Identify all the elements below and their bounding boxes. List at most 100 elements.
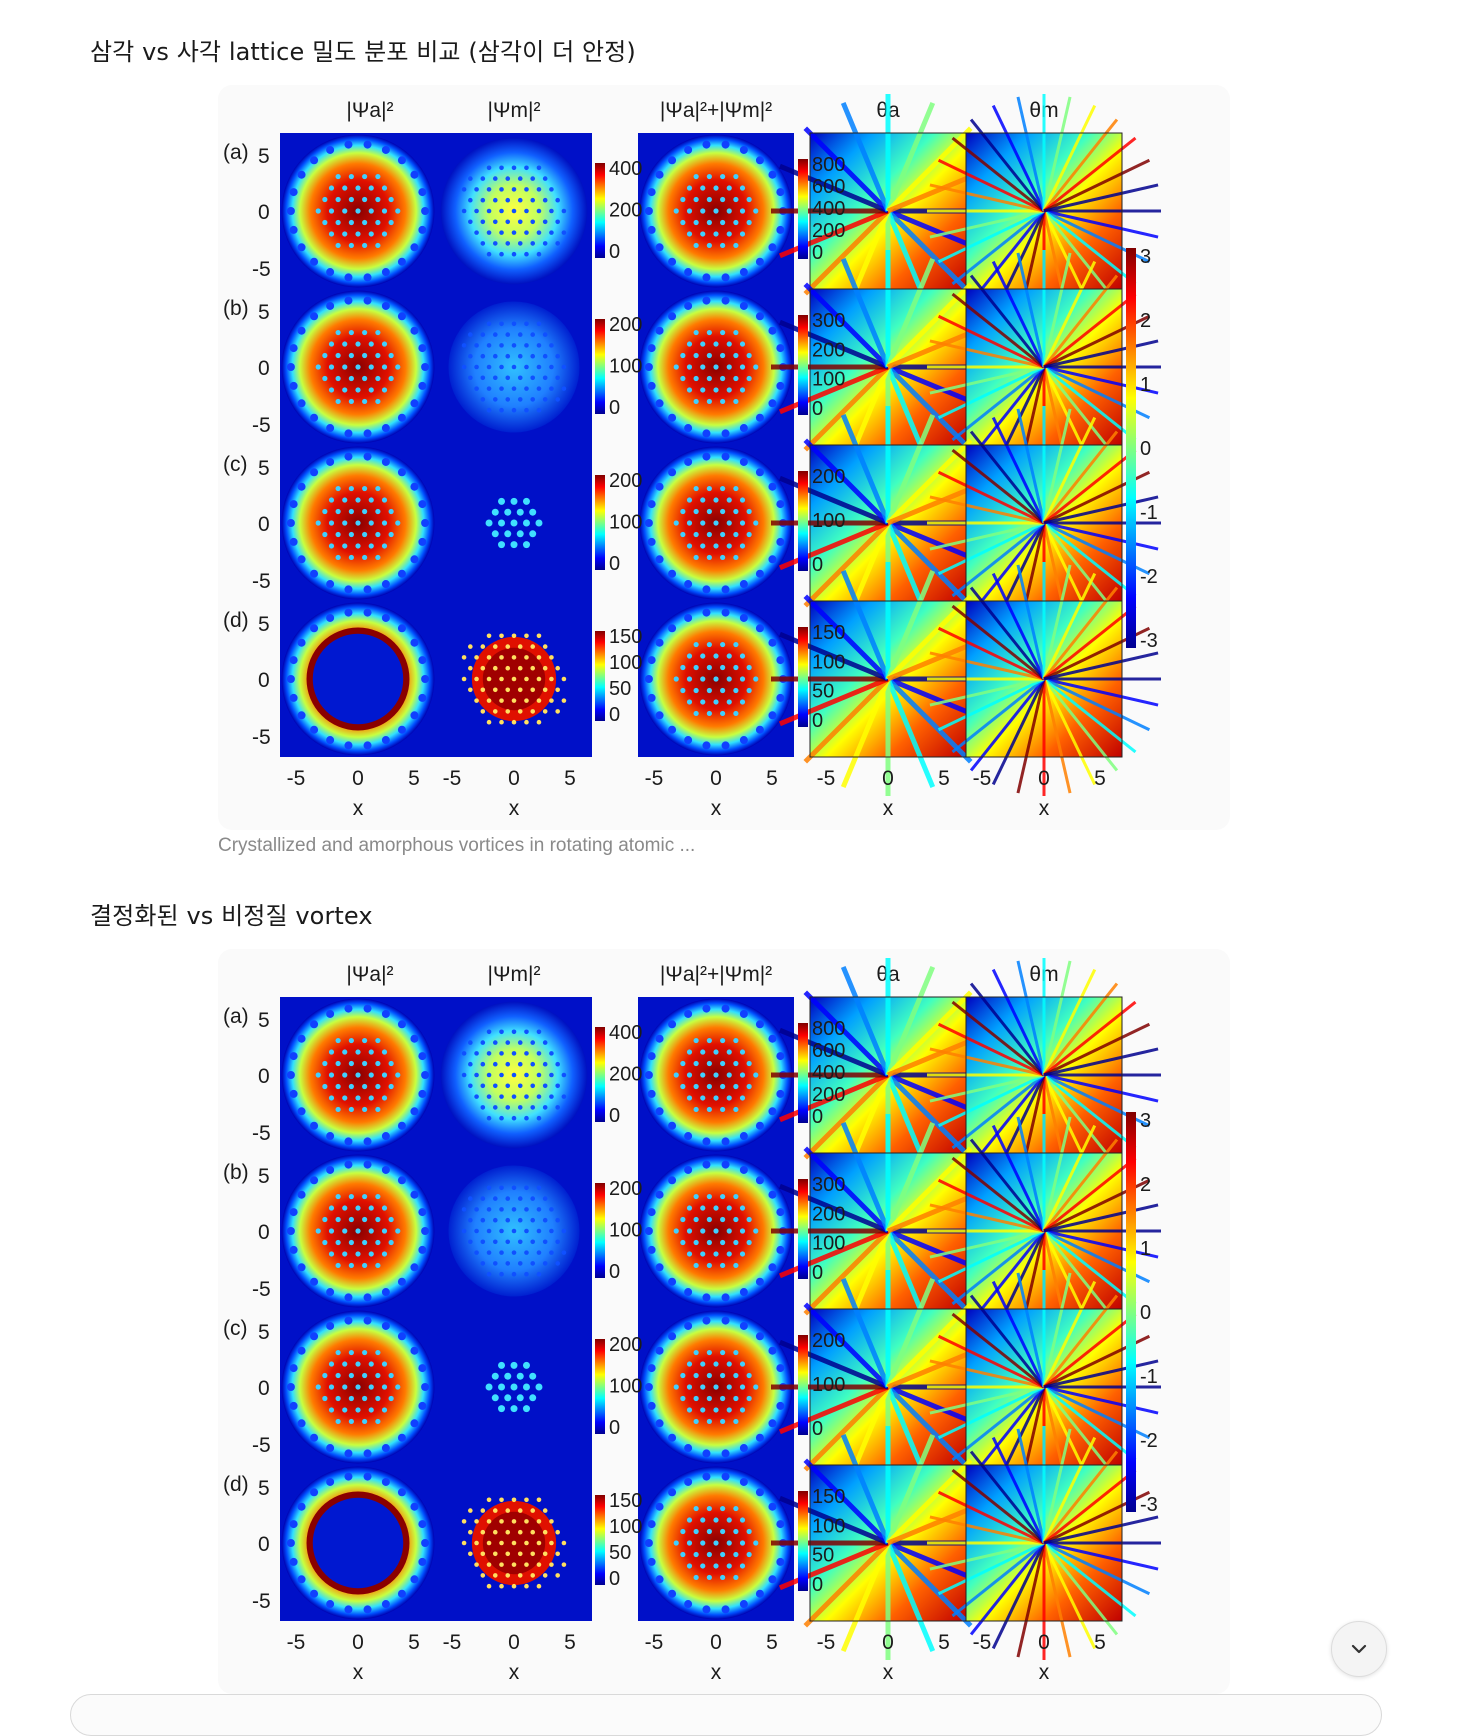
phase-tick: 1 bbox=[1140, 374, 1151, 396]
psi-m-tick: 0 bbox=[609, 704, 620, 726]
phase-tick: 3 bbox=[1140, 1110, 1151, 1132]
psi-m-colorbar bbox=[595, 631, 605, 721]
sum-tick: 800 bbox=[812, 1018, 845, 1040]
sum-tick: 300 bbox=[812, 1174, 845, 1196]
figure-card-2[interactable]: |Ψa|²|Ψm|²|Ψa|²+|Ψm|²θaθm(a)50-540020008… bbox=[218, 949, 1230, 1694]
x-axis-label: x bbox=[1039, 1661, 1050, 1684]
x-axis-label: x bbox=[1039, 797, 1050, 820]
x-tick: 0 bbox=[352, 1631, 364, 1654]
x-axis-label: x bbox=[353, 797, 364, 820]
x-tick: 0 bbox=[710, 1631, 722, 1654]
y-tick: 5 bbox=[258, 1321, 270, 1344]
y-tick: -5 bbox=[252, 414, 271, 437]
sum-tick: 0 bbox=[812, 710, 823, 732]
row-label: (d) bbox=[223, 1473, 249, 1496]
row-label: (a) bbox=[223, 141, 249, 164]
psi-m-colorbar bbox=[595, 475, 605, 570]
x-tick: 0 bbox=[508, 1631, 520, 1654]
column-header: |Ψa|² bbox=[346, 99, 393, 122]
x-tick: 5 bbox=[938, 1631, 950, 1654]
sum-tick: 50 bbox=[812, 1545, 834, 1567]
phase-colorbar bbox=[1126, 1112, 1136, 1512]
psi-m-tick: 200 bbox=[609, 1064, 642, 1086]
y-tick: 0 bbox=[258, 1221, 270, 1244]
x-tick: 0 bbox=[710, 767, 722, 790]
psi-m-tick: 200 bbox=[609, 1334, 642, 1356]
x-axis-label: x bbox=[711, 797, 722, 820]
sum-tick: 100 bbox=[812, 1515, 845, 1537]
sum-tick: 0 bbox=[812, 1262, 823, 1284]
sum-tick: 200 bbox=[812, 466, 845, 488]
sum-tick: 150 bbox=[812, 622, 845, 644]
sum-tick: 600 bbox=[812, 176, 845, 198]
sum-tick: 100 bbox=[812, 1374, 845, 1396]
psi-m-tick: 200 bbox=[609, 1178, 642, 1200]
phase-tick: -3 bbox=[1140, 1494, 1158, 1516]
sum-tick: 200 bbox=[812, 339, 845, 361]
sum-tick: 300 bbox=[812, 310, 845, 332]
x-tick: 5 bbox=[408, 1631, 420, 1654]
sum-tick: 100 bbox=[812, 651, 845, 673]
sum-tick: 0 bbox=[812, 1574, 823, 1596]
x-tick: 0 bbox=[508, 767, 520, 790]
psi-m-tick: 0 bbox=[609, 553, 620, 575]
x-tick: -5 bbox=[645, 1631, 664, 1654]
x-axis-label: x bbox=[509, 1661, 520, 1684]
phase-tick: -3 bbox=[1140, 630, 1158, 652]
scroll-down-button[interactable] bbox=[1331, 1621, 1387, 1677]
x-tick: 5 bbox=[564, 767, 576, 790]
x-tick: 5 bbox=[938, 767, 950, 790]
psi-m-tick: 150 bbox=[609, 626, 642, 648]
column-header: |Ψm|² bbox=[488, 99, 541, 122]
x-axis-label: x bbox=[883, 797, 894, 820]
psi-m-tick: 100 bbox=[609, 652, 642, 674]
phase-tick: -1 bbox=[1140, 1366, 1158, 1388]
x-tick: 0 bbox=[882, 767, 894, 790]
x-tick: -5 bbox=[443, 767, 462, 790]
x-tick: 5 bbox=[564, 1631, 576, 1654]
figure-card-1[interactable]: |Ψa|²|Ψm|²|Ψa|²+|Ψm|²θaθm(a)50-540020008… bbox=[218, 85, 1230, 830]
x-axis-label: x bbox=[883, 1661, 894, 1684]
figure-1: |Ψa|²|Ψm|²|Ψa|²+|Ψm|²θaθm(a)50-540020008… bbox=[223, 94, 1161, 820]
x-tick: -5 bbox=[973, 1631, 992, 1654]
x-tick: 5 bbox=[408, 767, 420, 790]
y-tick: -5 bbox=[252, 570, 271, 593]
psi-m-tick: 0 bbox=[609, 1417, 620, 1439]
sum-tick: 200 bbox=[812, 1084, 845, 1106]
y-tick: 5 bbox=[258, 301, 270, 324]
x-tick: -5 bbox=[443, 1631, 462, 1654]
psi-m-colorbar bbox=[595, 163, 605, 258]
psi-m-tick: 0 bbox=[609, 1105, 620, 1127]
sum-tick: 100 bbox=[812, 1233, 845, 1255]
x-tick: -5 bbox=[973, 767, 992, 790]
x-tick: 5 bbox=[1094, 1631, 1106, 1654]
sum-colorbar bbox=[798, 627, 808, 727]
psi-m-tick: 100 bbox=[609, 512, 642, 534]
sum-colorbar bbox=[798, 315, 808, 415]
phase-tick: 3 bbox=[1140, 246, 1151, 268]
phase-tick: 0 bbox=[1140, 438, 1151, 460]
sum-colorbar bbox=[798, 1179, 808, 1279]
psi-m-tick: 100 bbox=[609, 1220, 642, 1242]
y-tick: 5 bbox=[258, 457, 270, 480]
psi-m-tick: 100 bbox=[609, 356, 642, 378]
psi-m-tick: 400 bbox=[609, 158, 642, 180]
y-tick: -5 bbox=[252, 1278, 271, 1301]
y-tick: 5 bbox=[258, 1009, 270, 1032]
psi-m-tick: 0 bbox=[609, 1261, 620, 1283]
sum-tick: 150 bbox=[812, 1486, 845, 1508]
message-composer[interactable] bbox=[70, 1694, 1382, 1736]
row-label: (b) bbox=[223, 297, 249, 320]
psi-m-tick: 400 bbox=[609, 1022, 642, 1044]
y-tick: -5 bbox=[252, 726, 271, 749]
psi-m-colorbar bbox=[595, 1495, 605, 1585]
column-header: |Ψa|² bbox=[346, 963, 393, 986]
figure-caption-link[interactable]: Crystallized and amorphous vortices in r… bbox=[218, 835, 696, 856]
psi-m-tick: 100 bbox=[609, 1516, 642, 1538]
row-label: (b) bbox=[223, 1161, 249, 1184]
x-tick: -5 bbox=[645, 767, 664, 790]
column-header: |Ψm|² bbox=[488, 963, 541, 986]
column-header: |Ψa|²+|Ψm|² bbox=[660, 963, 772, 986]
sum-colorbar bbox=[798, 1023, 808, 1123]
x-tick: 0 bbox=[1038, 1631, 1050, 1654]
